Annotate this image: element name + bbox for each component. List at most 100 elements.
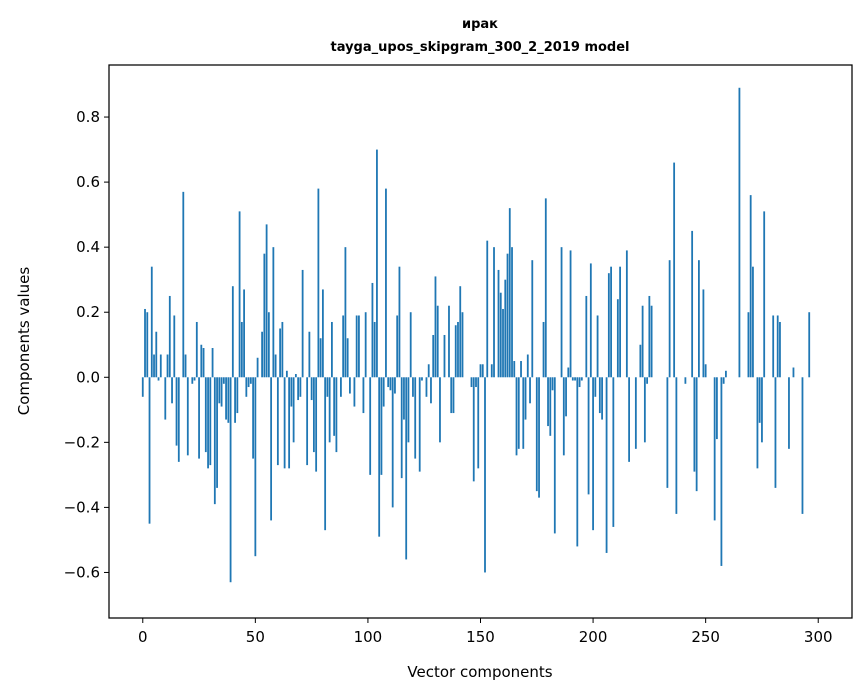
bar-203 bbox=[598, 377, 601, 414]
x-tick-label-50: 50 bbox=[246, 628, 265, 646]
bar-114 bbox=[398, 266, 401, 378]
y-tick-label-6: 0.6 bbox=[76, 173, 100, 191]
bar-193 bbox=[576, 377, 579, 547]
bar-112 bbox=[394, 377, 396, 394]
bar-130 bbox=[434, 276, 437, 378]
bar-109 bbox=[387, 377, 390, 388]
bar-25 bbox=[198, 377, 200, 459]
bar-14 bbox=[173, 315, 176, 378]
bar-208 bbox=[610, 266, 612, 378]
bar-161 bbox=[504, 279, 507, 378]
bar-104 bbox=[376, 149, 378, 378]
bar-49 bbox=[252, 377, 254, 459]
bar-186 bbox=[560, 247, 563, 378]
bar-63 bbox=[283, 377, 286, 469]
bar-15 bbox=[175, 377, 178, 446]
bar-245 bbox=[693, 377, 696, 472]
x-tick-label-0: 0 bbox=[138, 628, 148, 646]
x-axis-label: Vector components bbox=[407, 663, 552, 681]
bar-179 bbox=[544, 198, 547, 378]
bar-211 bbox=[616, 299, 619, 378]
bar-171 bbox=[526, 354, 529, 378]
y-tick-label-2: −0.2 bbox=[64, 433, 100, 451]
bar-137 bbox=[450, 377, 453, 414]
bar-259 bbox=[725, 370, 727, 378]
bar-76 bbox=[312, 377, 315, 453]
bar-61 bbox=[279, 328, 282, 378]
bar-96 bbox=[358, 315, 360, 378]
bar-108 bbox=[385, 188, 387, 378]
bar-241 bbox=[684, 377, 687, 384]
bar-199 bbox=[589, 263, 592, 378]
bar-7 bbox=[157, 377, 160, 381]
y-axis-ticks: −0.6 −0.4 −0.2 0.0 0.2 0.4 0.6 0.8 bbox=[64, 108, 109, 581]
bar-35 bbox=[220, 377, 223, 407]
bar-151 bbox=[481, 364, 484, 378]
bar-237 bbox=[675, 377, 678, 514]
bar-273 bbox=[756, 377, 759, 469]
bar-68 bbox=[294, 374, 297, 378]
bar-132 bbox=[439, 377, 441, 443]
bar-165 bbox=[513, 361, 516, 378]
bar-47 bbox=[247, 377, 250, 388]
bar-182 bbox=[551, 377, 554, 391]
bar-128 bbox=[430, 377, 432, 404]
bar-12 bbox=[168, 295, 171, 378]
bar-95 bbox=[355, 315, 358, 378]
bar-88 bbox=[340, 377, 342, 397]
bar-223 bbox=[643, 377, 646, 443]
bar-287 bbox=[788, 377, 790, 449]
bar-118 bbox=[407, 377, 410, 443]
bar-289 bbox=[792, 367, 795, 378]
bar-225 bbox=[648, 295, 651, 378]
bar-48 bbox=[249, 377, 252, 384]
bar-173 bbox=[531, 260, 534, 378]
bar-66 bbox=[290, 377, 293, 407]
bar-198 bbox=[587, 377, 590, 495]
bar-42 bbox=[236, 377, 239, 414]
bar-123 bbox=[418, 377, 421, 472]
bar-219 bbox=[634, 377, 637, 449]
bar-221 bbox=[639, 344, 642, 378]
bar-250 bbox=[704, 364, 707, 378]
bar-147 bbox=[472, 377, 475, 482]
bar-276 bbox=[763, 211, 766, 378]
bar-36 bbox=[222, 377, 225, 384]
x-axis-ticks: 0 50 100 150 200 250 300 bbox=[138, 618, 833, 646]
bar-270 bbox=[749, 195, 752, 378]
bar-168 bbox=[520, 361, 522, 378]
bar-124 bbox=[421, 377, 423, 381]
bar-115 bbox=[400, 377, 403, 479]
bar-234 bbox=[668, 260, 671, 378]
bar-74 bbox=[308, 331, 311, 378]
bar-119 bbox=[409, 312, 412, 378]
x-tick-label-100: 100 bbox=[354, 628, 383, 646]
bar-134 bbox=[443, 334, 446, 378]
bar-172 bbox=[529, 377, 531, 404]
bar-202 bbox=[596, 315, 599, 378]
bar-59 bbox=[274, 354, 277, 378]
bar-44 bbox=[240, 321, 243, 378]
bar-265 bbox=[738, 87, 741, 378]
bar-65 bbox=[288, 377, 291, 469]
bar-91 bbox=[346, 338, 349, 378]
bar-138 bbox=[452, 377, 455, 414]
bar-86 bbox=[335, 377, 338, 453]
bar-106 bbox=[380, 377, 383, 475]
bar-255 bbox=[716, 377, 718, 440]
bar-155 bbox=[490, 364, 493, 378]
bar-81 bbox=[324, 377, 327, 531]
bar-22 bbox=[191, 377, 194, 384]
bar-32 bbox=[213, 377, 216, 505]
bar-136 bbox=[448, 305, 450, 378]
bar-142 bbox=[461, 312, 464, 378]
x-tick-label-300: 300 bbox=[804, 628, 833, 646]
bar-150 bbox=[479, 364, 482, 378]
bar-89 bbox=[342, 315, 345, 378]
bar-156 bbox=[493, 247, 495, 378]
y-tick-label-4: 0.2 bbox=[76, 303, 100, 321]
bar-201 bbox=[594, 377, 597, 397]
bar-162 bbox=[506, 253, 509, 378]
bar-281 bbox=[774, 377, 777, 488]
bar-5 bbox=[153, 354, 155, 378]
